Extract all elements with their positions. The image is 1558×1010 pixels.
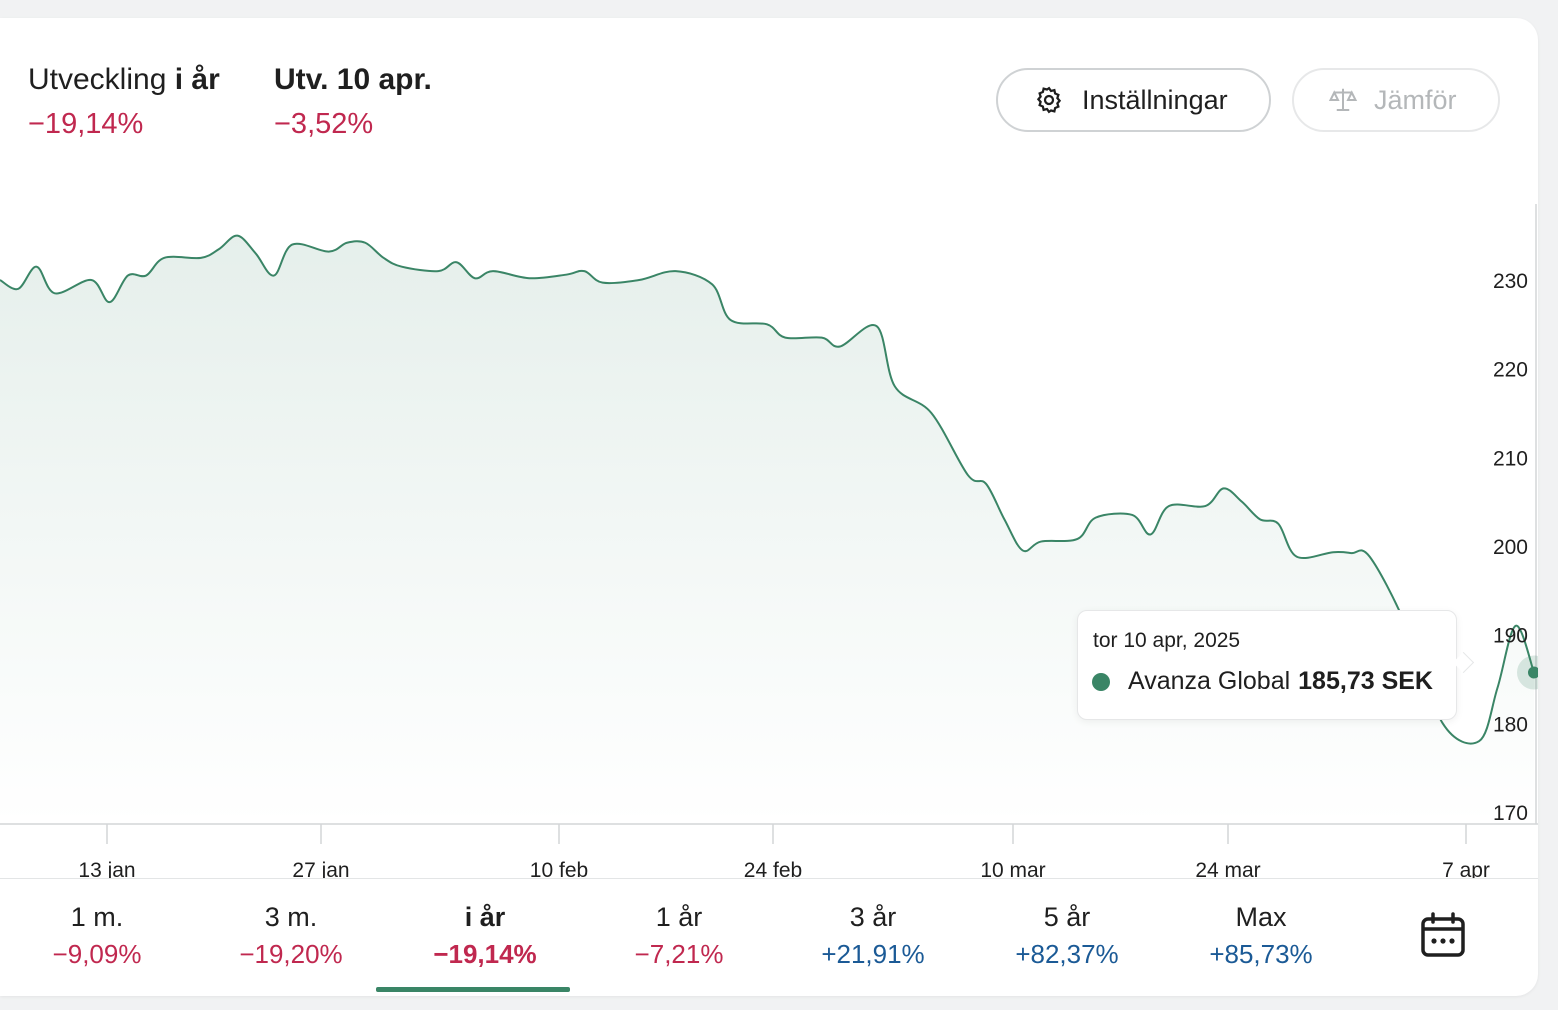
day-development-label: Utv. 10 apr. bbox=[274, 63, 432, 96]
period-label: 3 år bbox=[849, 902, 897, 932]
period-change: −7,21% bbox=[634, 939, 724, 969]
y-tick-label: 200 bbox=[1493, 536, 1528, 559]
period-selector: 1 m. −9,09% 3 m. −19,20% i år −19,14% 1 år −7,2… bbox=[0, 878, 1538, 996]
y-tick-label: 180 bbox=[1493, 713, 1528, 736]
price-chart[interactable]: 13 jan 27 jan 10 feb 24 feb 10 mar 24 mar 7 ap… bbox=[0, 18, 1538, 878]
day-development-value: −3,52% bbox=[274, 108, 374, 140]
period-change: +85,73% bbox=[1209, 939, 1313, 969]
series-dot-icon bbox=[1092, 672, 1110, 691]
period-change: +82,37% bbox=[1015, 939, 1119, 969]
price-line bbox=[0, 234, 1535, 745]
period-tab[interactable]: 3 m. −19,20% bbox=[194, 879, 388, 996]
x-tick-label: 7 apr bbox=[1442, 859, 1490, 878]
y-tick-label: 230 bbox=[1493, 270, 1528, 293]
compare-button-label: Jämför bbox=[1374, 84, 1457, 115]
period-change: −9,09% bbox=[52, 939, 142, 969]
gear-icon bbox=[1034, 85, 1064, 115]
day-development: Utv. 10 apr. −3,52% bbox=[274, 62, 432, 142]
tooltip-row: Avanza Global 185,73 SEK bbox=[1092, 667, 1433, 696]
active-period-underline bbox=[376, 987, 570, 992]
ytd-development-value: −19,14% bbox=[28, 108, 144, 140]
hover-halo bbox=[1517, 655, 1538, 690]
ytd-development: Utveckling i år −19,14% bbox=[28, 62, 220, 142]
period-label: 1 år bbox=[655, 902, 703, 932]
ytd-development-label: Utveckling i år bbox=[28, 63, 220, 96]
scale-icon bbox=[1328, 85, 1358, 115]
period-tab[interactable]: 1 m. −9,09% bbox=[0, 879, 194, 996]
calendar-button[interactable] bbox=[1418, 910, 1468, 960]
chart-tooltip: tor 10 apr, 2025 Avanza Global 185,73 SE… bbox=[1077, 610, 1475, 720]
y-tick-label: 190 bbox=[1493, 625, 1528, 648]
period-change: +21,91% bbox=[821, 939, 925, 969]
chart-card: Utveckling i år −19,14% Utv. 10 apr. −3,… bbox=[0, 18, 1538, 996]
period-change: −19,14% bbox=[433, 939, 537, 969]
x-tick-label: 24 feb bbox=[744, 859, 802, 878]
period-tab[interactable]: 3 år +21,91% bbox=[776, 879, 970, 996]
tooltip-value: 185,73 SEK bbox=[1298, 667, 1433, 695]
calendar-icon bbox=[1421, 912, 1465, 957]
x-tick-label: 10 feb bbox=[530, 859, 588, 878]
y-tick-label: 210 bbox=[1493, 447, 1528, 470]
x-tick-label: 13 jan bbox=[78, 859, 135, 878]
y-tick-label: 220 bbox=[1493, 359, 1528, 382]
compare-button[interactable]: Jämför bbox=[1292, 68, 1500, 132]
period-label: Max bbox=[1235, 902, 1287, 932]
period-label: 5 år bbox=[1043, 902, 1091, 932]
settings-button[interactable]: Inställningar bbox=[996, 68, 1271, 132]
settings-button-label: Inställningar bbox=[1082, 84, 1228, 115]
period-tab[interactable]: i år −19,14% bbox=[388, 879, 582, 996]
tooltip-date: tor 10 apr, 2025 bbox=[1093, 629, 1241, 652]
tooltip-series-name: Avanza Global bbox=[1128, 667, 1291, 695]
hover-point bbox=[1528, 666, 1538, 679]
period-label: i år bbox=[464, 902, 506, 932]
period-label: 1 m. bbox=[70, 902, 124, 932]
period-label: 3 m. bbox=[264, 902, 318, 932]
x-tick-label: 27 jan bbox=[292, 859, 349, 878]
period-tab[interactable]: 5 år +82,37% bbox=[970, 879, 1164, 996]
period-tab[interactable]: Max +85,73% bbox=[1164, 879, 1358, 996]
period-change: −19,20% bbox=[239, 939, 343, 969]
period-tab[interactable]: 1 år −7,21% bbox=[582, 879, 776, 996]
x-tick-label: 24 mar bbox=[1195, 859, 1260, 878]
y-tick-label: 170 bbox=[1493, 802, 1528, 825]
x-tick-label: 10 mar bbox=[980, 859, 1045, 878]
